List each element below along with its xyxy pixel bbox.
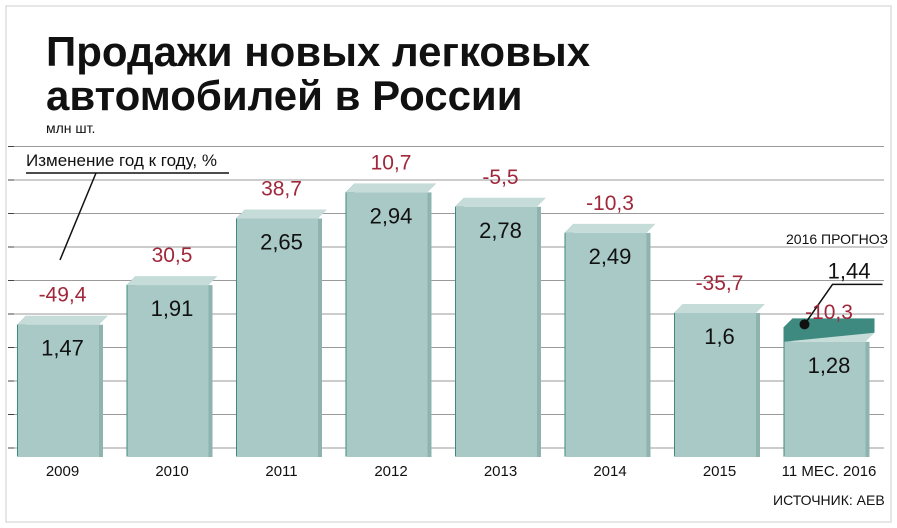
legend-change-label: Изменение год к году, % xyxy=(26,151,217,170)
change-label: -10,3 xyxy=(586,192,634,215)
bar-top xyxy=(236,209,327,219)
x-tick-label: 2014 xyxy=(593,463,626,480)
bar-value-label: 1,47 xyxy=(41,336,84,361)
bar-value-label: 2,78 xyxy=(479,218,522,243)
change-label: 38,7 xyxy=(261,178,302,201)
bar-value-label: 2,49 xyxy=(589,244,632,269)
x-tick-label: 2011 xyxy=(265,463,297,480)
x-tick-label: 2009 xyxy=(46,463,79,480)
bar-shade xyxy=(756,313,760,457)
x-tick-label: 2013 xyxy=(484,463,517,480)
bar-group xyxy=(783,332,875,457)
bar-shade xyxy=(865,341,870,457)
bar-shade xyxy=(537,206,541,457)
bar-group xyxy=(674,304,765,457)
bar-value-label: 1,28 xyxy=(808,353,851,378)
bar-top xyxy=(674,304,765,313)
bar-top xyxy=(126,276,218,286)
bar-shade xyxy=(646,232,651,457)
change-label: 30,5 xyxy=(152,244,193,267)
x-tick-label: 2012 xyxy=(374,463,407,480)
bar xyxy=(565,232,647,457)
forecast-leader xyxy=(803,283,883,325)
bar-group xyxy=(17,315,108,457)
bar xyxy=(784,341,866,457)
bar-value-label: 2,94 xyxy=(370,203,413,228)
x-tick-label: 2015 xyxy=(703,463,736,480)
source-note: ИСТОЧНИК: АЕВ xyxy=(773,492,885,508)
x-tick-label: 11 МЕС. 2016 xyxy=(782,463,877,480)
bar xyxy=(346,192,428,457)
bar xyxy=(237,218,318,457)
bar-top xyxy=(455,197,546,207)
bar xyxy=(127,285,209,457)
bar-value-label: 1,91 xyxy=(151,296,194,321)
bar-top xyxy=(17,315,108,325)
bar xyxy=(675,313,756,457)
bar-group xyxy=(564,223,656,457)
bar-top xyxy=(564,223,656,233)
bar-group xyxy=(455,197,546,458)
chart-title-line-2: автомобилей в России xyxy=(46,72,523,119)
change-label: 10,7 xyxy=(371,151,412,174)
bar xyxy=(18,324,99,457)
bar-shade xyxy=(208,285,213,457)
labels: 1,47 -49,4 2009 1,91 30,5 2010 2,65 38,7 2011 2,9… xyxy=(26,151,876,480)
bar-value-label: 1,6 xyxy=(704,324,735,349)
bar-top xyxy=(345,183,437,193)
bar-group xyxy=(236,209,327,457)
bar-shade xyxy=(427,192,432,457)
bar-group xyxy=(345,183,437,457)
bar-shade xyxy=(318,218,322,457)
chart-title-line-1: Продажи новых легковых xyxy=(46,28,591,75)
bar xyxy=(456,206,537,457)
change-label: -35,7 xyxy=(696,272,744,295)
bar-group xyxy=(126,276,218,457)
bars xyxy=(17,183,883,458)
change-label: -5,5 xyxy=(482,166,518,189)
change-label: -10,3 xyxy=(805,301,853,324)
forecast-value-label: 1,44 xyxy=(828,258,871,283)
bar-shade xyxy=(99,324,103,457)
unit-label: млн шт. xyxy=(46,120,95,136)
change-label: -49,4 xyxy=(39,284,87,307)
bar-value-label: 2,65 xyxy=(260,230,303,255)
legend-leader xyxy=(59,172,97,261)
forecast-label: 2016 ПРОГНОЗ xyxy=(786,231,888,247)
x-tick-label: 2010 xyxy=(155,463,188,480)
